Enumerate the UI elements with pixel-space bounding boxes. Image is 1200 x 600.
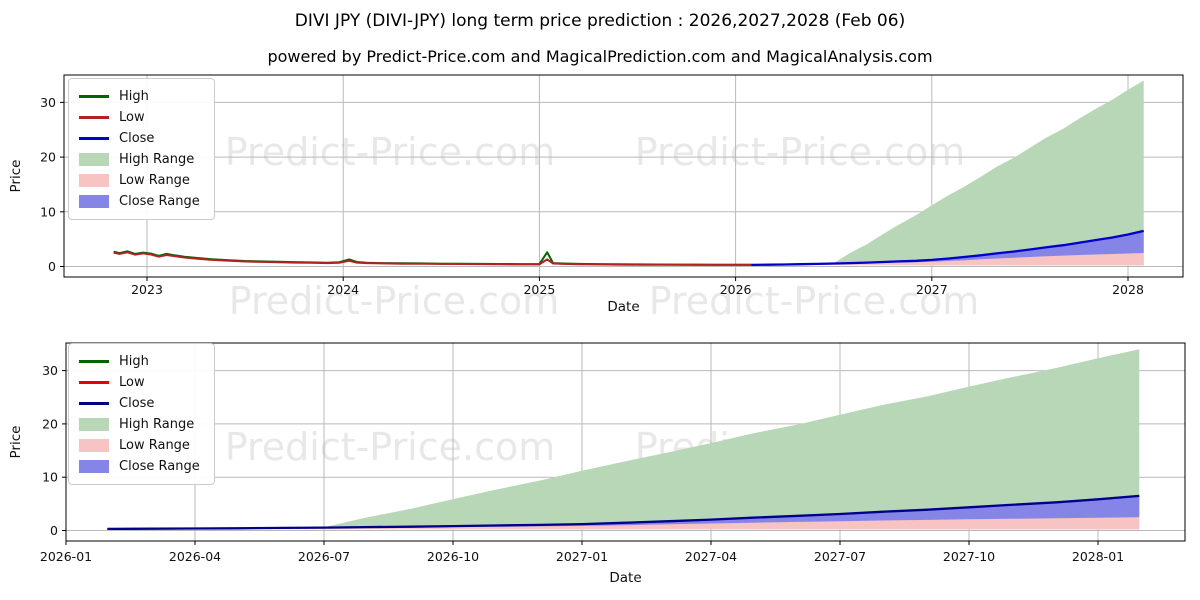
watermarks: Predict-Price.com Predict-Price.com Predic… [225, 130, 980, 323]
y-tick-label: 0 [50, 523, 58, 538]
legend-label: Close [119, 131, 155, 146]
legend-label: Close [119, 396, 155, 411]
y-tick-label: 20 [40, 150, 56, 165]
watermark-text: Predict-Price.com [225, 425, 556, 469]
legend-swatch-close [79, 137, 109, 140]
legend-swatch-high-range [79, 418, 109, 431]
legend-swatch-low-range [79, 439, 109, 452]
legend-label: Low [119, 110, 145, 125]
legend-label: Close Range [119, 459, 200, 474]
series-area-close-range [107, 495, 1140, 529]
y-tick-label: 30 [40, 95, 56, 110]
chart-subtitle: powered by Predict-Price.com and Magical… [267, 47, 933, 66]
legend-item-high-range: High Range [79, 414, 200, 435]
series-line-close [107, 494, 1140, 531]
y-axis-label: Price [8, 426, 24, 459]
legend-swatch-high [79, 95, 109, 98]
plot-border [63, 74, 1184, 278]
axis-ticks: 2026-01 2026-04 2026-07 2026-10 2027-01 2027-… [40, 363, 1124, 564]
watermark-text: Predict-Price.com [229, 279, 560, 323]
y-tick-label: 20 [42, 416, 58, 431]
legend-swatch-close [79, 402, 109, 405]
legend-label: Low [119, 375, 145, 390]
legend-item-close: Close [79, 393, 200, 414]
legend-label: High Range [119, 417, 195, 432]
series-area-close-range [751, 230, 1144, 265]
y-tick-label: 0 [48, 259, 56, 274]
legend-item-close-range: Close Range [79, 191, 200, 212]
x-tick-label: 2026-10 [427, 549, 479, 564]
plot-border [65, 342, 1186, 542]
chart-title: DIVI JPY (DIVI-JPY) long term price pred… [294, 11, 906, 31]
legend-item-close: Close [79, 128, 200, 149]
series-area-high-range [107, 349, 1140, 530]
plot-series [113, 80, 1144, 267]
x-tick-label: 2026-04 [169, 549, 221, 564]
top-chart-legend: High Low Close High Range Low Range Close Ran… [68, 78, 215, 220]
legend-label: High Range [119, 152, 195, 167]
x-tick-label: 2027 [916, 282, 948, 297]
series-area-high-range [751, 80, 1144, 266]
legend-swatch-high [79, 360, 109, 363]
x-tick-label: 2028 [1112, 282, 1144, 297]
bottom-chart-svg: Predict-Price.comPredict-Price.com2026-0… [8, 342, 1186, 586]
x-tick-label: 2027-01 [556, 549, 608, 564]
legend-label: High [119, 354, 149, 369]
watermark-text: Predict-Price.com [649, 279, 980, 323]
x-axis-label: Date [607, 299, 639, 315]
legend-label: Low Range [119, 173, 190, 188]
x-tick-label: 2024 [327, 282, 359, 297]
x-tick-label: 2026-01 [40, 549, 92, 564]
legend-swatch-low [79, 116, 109, 119]
bottom-chart-legend: High Low Close High Range Low Range Close Ran… [68, 343, 215, 485]
series-line-high [113, 250, 752, 266]
legend-swatch-close-range [79, 195, 109, 208]
legend-item-high: High [79, 86, 200, 107]
legend-item-high: High [79, 351, 200, 372]
x-tick-label: 2027-07 [814, 549, 866, 564]
legend-item-high-range: High Range [79, 149, 200, 170]
x-tick-label: 2025 [523, 282, 555, 297]
legend-item-close-range: Close Range [79, 456, 200, 477]
series-area-low-range [751, 250, 1144, 266]
axis-ticks: 2023 2024 2025 2026 2027 2028 0 10 20 30 [40, 95, 1144, 297]
legend-item-low-range: Low Range [79, 170, 200, 191]
x-axis-label: Date [609, 570, 641, 586]
legend-label: High [119, 89, 149, 104]
x-tick-label: 2027-10 [943, 549, 995, 564]
y-tick-label: 10 [42, 470, 58, 485]
x-tick-label: 2028-01 [1072, 549, 1124, 564]
legend-swatch-low [79, 381, 109, 384]
legend-item-low-range: Low Range [79, 435, 200, 456]
y-axis-label: Price [8, 160, 24, 193]
x-tick-label: 2026-07 [298, 549, 350, 564]
legend-label: Close Range [119, 194, 200, 209]
series-area-low-range [107, 514, 1140, 530]
legend-swatch-low-range [79, 174, 109, 187]
x-tick-label: 2026 [720, 282, 752, 297]
legend-swatch-high-range [79, 153, 109, 166]
legend-label: Low Range [119, 438, 190, 453]
series-line-low [113, 251, 752, 266]
x-tick-label: 2027-04 [685, 549, 737, 564]
watermark-text: Predict-Price.com [225, 130, 556, 174]
y-tick-label: 10 [40, 204, 56, 219]
y-tick-label: 30 [42, 363, 58, 378]
watermark-text: Predict-Price.com [635, 130, 966, 174]
series-line-close [751, 229, 1144, 267]
x-tick-label: 2023 [131, 282, 163, 297]
legend-item-low: Low [79, 107, 200, 128]
legend-swatch-close-range [79, 460, 109, 473]
plot-series [107, 349, 1140, 531]
legend-item-low: Low [79, 372, 200, 393]
